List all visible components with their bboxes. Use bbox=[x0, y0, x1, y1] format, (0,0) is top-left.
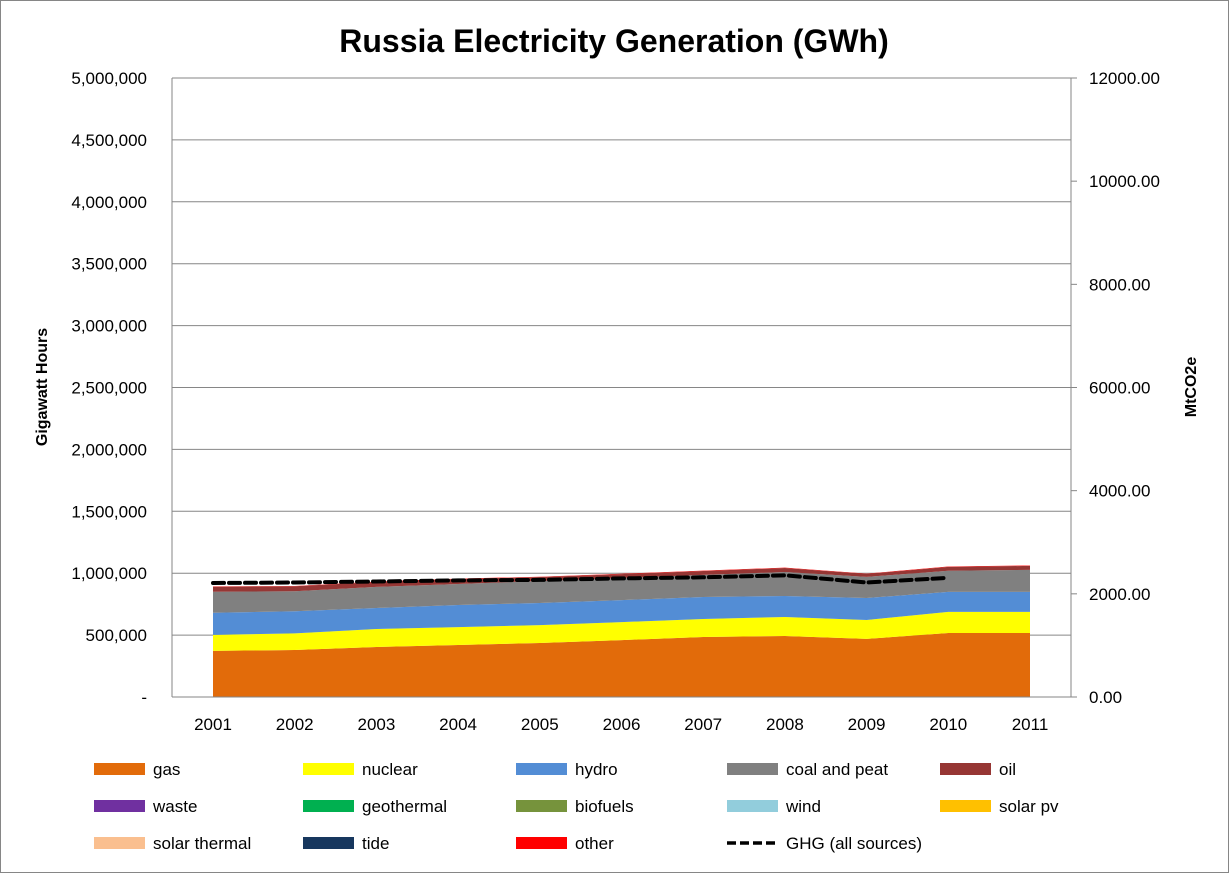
legend-label: biofuels bbox=[575, 797, 634, 816]
area-nuclear bbox=[213, 611, 1030, 651]
x-tick-label: 2007 bbox=[684, 715, 722, 734]
legend-label: tide bbox=[362, 834, 389, 853]
x-tick-label: 2001 bbox=[194, 715, 232, 734]
legend: gas nuclear hydro coal and peat oil waste geot… bbox=[94, 760, 1059, 853]
legend-swatch bbox=[303, 763, 354, 775]
x-tick-label: 2009 bbox=[848, 715, 886, 734]
legend-swatch bbox=[516, 763, 567, 775]
legend-swatch bbox=[303, 800, 354, 812]
legend-swatch bbox=[940, 763, 991, 775]
area-other bbox=[213, 565, 1030, 587]
y2-tick-label: 10000.00 bbox=[1089, 172, 1160, 191]
ghg-line-path bbox=[211, 573, 951, 585]
x-tick-label: 2008 bbox=[766, 715, 804, 734]
y-tick-label: 2,000,000 bbox=[71, 440, 147, 459]
legend-label: coal and peat bbox=[786, 760, 888, 779]
legend-label: oil bbox=[999, 760, 1016, 779]
y-tick-label: 1,000,000 bbox=[71, 564, 147, 583]
y-tick-label: 4,500,000 bbox=[71, 131, 147, 150]
y-tick-label: 4,000,000 bbox=[71, 193, 147, 212]
area-hydro bbox=[213, 591, 1030, 635]
legend-swatch bbox=[94, 837, 145, 849]
legend-label: wind bbox=[785, 797, 821, 816]
y-tick-label: 1,500,000 bbox=[71, 502, 147, 521]
x-tick-label: 2004 bbox=[439, 715, 477, 734]
x-tick-label: 2003 bbox=[357, 715, 395, 734]
legend-label: nuclear bbox=[362, 760, 418, 779]
legend-swatch bbox=[727, 800, 778, 812]
y-axis-ticks: - 500,000 1,000,000 1,500,000 2,000,000 2,500… bbox=[71, 69, 147, 707]
y2-tick-label: 12000.00 bbox=[1089, 69, 1160, 88]
legend-label: hydro bbox=[575, 760, 618, 779]
y-tick-label: 5,000,000 bbox=[71, 69, 147, 88]
legend-swatch bbox=[303, 837, 354, 849]
legend-swatch bbox=[940, 800, 991, 812]
legend-label: waste bbox=[152, 797, 197, 816]
y2-tick-label: 6000.00 bbox=[1089, 379, 1150, 398]
y2-axis-ticks: 0.00 2000.00 4000.00 6000.00 8000.00 10000.00… bbox=[1071, 69, 1160, 707]
x-tick-label: 2006 bbox=[603, 715, 641, 734]
y-axis-title: Gigawatt Hours bbox=[34, 328, 51, 446]
x-tick-label: 2010 bbox=[929, 715, 967, 734]
chart-title: Russia Electricity Generation (GWh) bbox=[339, 23, 888, 59]
y-tick-label: 2,500,000 bbox=[71, 379, 147, 398]
legend-label: other bbox=[575, 834, 614, 853]
legend-label: geothermal bbox=[362, 797, 447, 816]
y-tick-label: 3,000,000 bbox=[71, 317, 147, 336]
area-series bbox=[213, 565, 1030, 697]
y2-tick-label: 8000.00 bbox=[1089, 275, 1150, 294]
legend-swatch bbox=[516, 800, 567, 812]
y-tick-label: 500,000 bbox=[86, 626, 147, 645]
legend-label: solar pv bbox=[999, 797, 1059, 816]
y2-tick-label: 0.00 bbox=[1089, 688, 1122, 707]
x-tick-label: 2011 bbox=[1012, 715, 1049, 734]
legend-swatch bbox=[94, 763, 145, 775]
x-axis-ticks: 2001 2002 2003 2004 2005 2006 2007 2008 2009 2010… bbox=[194, 715, 1048, 734]
legend-label: solar thermal bbox=[153, 834, 251, 853]
area-oil bbox=[213, 565, 1030, 592]
legend-label: GHG (all sources) bbox=[786, 834, 922, 853]
legend-swatch bbox=[94, 800, 145, 812]
x-tick-label: 2002 bbox=[276, 715, 314, 734]
area-gas bbox=[213, 633, 1030, 697]
y2-tick-label: 2000.00 bbox=[1089, 585, 1150, 604]
legend-label: gas bbox=[153, 760, 180, 779]
legend-swatch bbox=[516, 837, 567, 849]
y2-axis-title: MtCO2e bbox=[1183, 357, 1200, 418]
legend-swatch bbox=[727, 763, 778, 775]
ghg-line bbox=[211, 573, 951, 585]
y-tick-label: - bbox=[141, 688, 147, 707]
gridlines bbox=[172, 77, 1071, 636]
y2-tick-label: 4000.00 bbox=[1089, 482, 1150, 501]
x-tick-label: 2005 bbox=[521, 715, 559, 734]
y-tick-label: 3,500,000 bbox=[71, 255, 147, 274]
